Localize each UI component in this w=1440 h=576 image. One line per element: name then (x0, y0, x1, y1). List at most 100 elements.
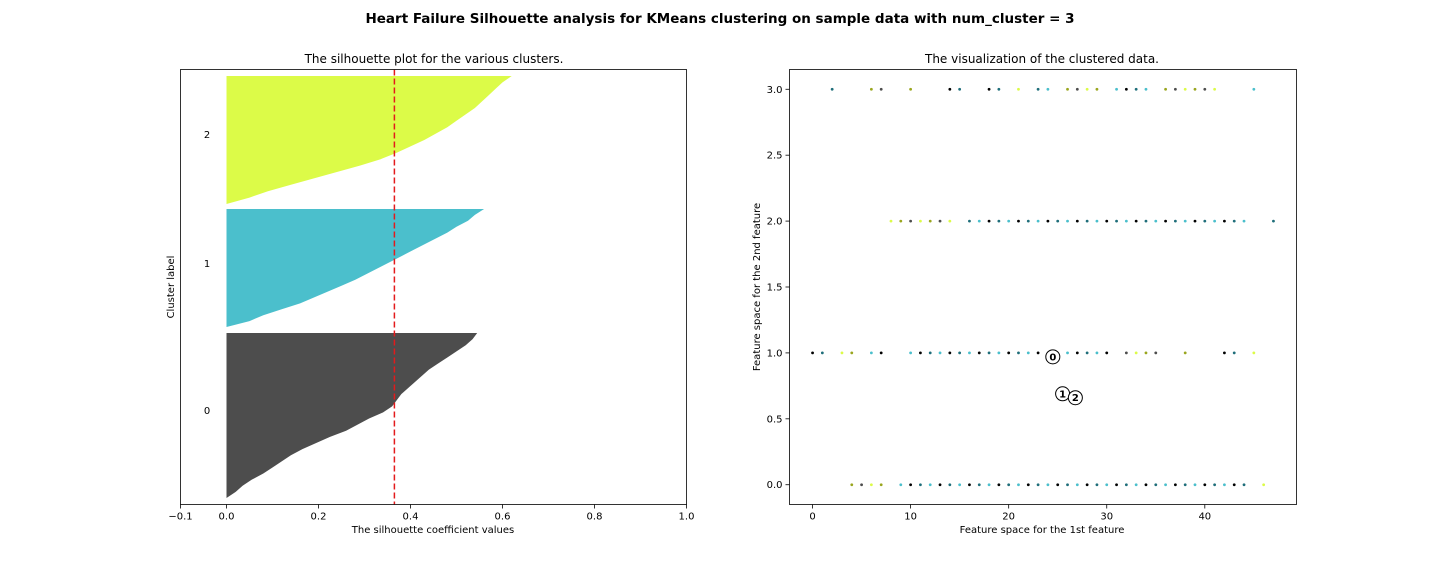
scatter-point (1154, 219, 1158, 223)
cluster-centers: 0 1 2 (1045, 349, 1083, 406)
scatter-x-tick-label: 0 (809, 512, 815, 523)
silhouette-fill-cluster-2 (220, 76, 512, 204)
cluster-center-label-2: 2 (1072, 393, 1079, 404)
silhouette-x-axis-label: The silhouette coefficient values (351, 525, 515, 536)
cluster-scatter-panel: The visualization of the clustered data.… (752, 52, 1297, 536)
scatter-point (1105, 483, 1109, 487)
scatter-point (1036, 483, 1040, 487)
silhouette-plot-frame (180, 69, 687, 505)
cluster-center-label-1: 1 (1059, 389, 1066, 400)
scatter-point (1066, 219, 1069, 223)
scatter-point (1007, 219, 1011, 223)
silhouette-x-tick-label: 0.8 (587, 512, 603, 523)
scatter-point (1017, 483, 1020, 487)
silhouette-plot-panel: The silhouette plot for the various clus… (166, 52, 694, 536)
scatter-point (977, 483, 981, 487)
scatter-point (1085, 483, 1089, 487)
scatter-point (1046, 87, 1050, 91)
scatter-point (958, 483, 962, 487)
scatter-point (1056, 483, 1060, 487)
scatter-point (1242, 219, 1246, 223)
silhouette-fills (220, 76, 512, 498)
scatter-point (1213, 483, 1217, 487)
cluster-labels: 0 1 2 (204, 130, 210, 417)
scatter-plot-frame (789, 69, 1297, 505)
cluster-label-2: 2 (204, 130, 210, 141)
scatter-point (1173, 87, 1177, 91)
scatter-point (1223, 351, 1226, 355)
scatter-y-tick-label: 2.0 (767, 217, 783, 228)
silhouette-fill-cluster-1 (220, 209, 485, 327)
scatter-point (958, 351, 962, 355)
scatter-point (1075, 219, 1079, 223)
scatter-plot-title: The visualization of the clustered data. (924, 52, 1159, 66)
scatter-point (1134, 483, 1138, 487)
scatter-point (1017, 351, 1020, 355)
scatter-point (928, 219, 932, 223)
scatter-point (850, 351, 854, 355)
scatter-point (1193, 219, 1197, 223)
scatter-point (1144, 87, 1148, 91)
scatter-x-tick-label: 10 (904, 512, 917, 523)
scatter-point (1203, 87, 1207, 91)
scatter-point (1026, 219, 1030, 223)
scatter-point (1134, 351, 1138, 355)
scatter-point (1193, 87, 1197, 91)
scatter-point (948, 87, 952, 91)
scatter-point (1007, 351, 1011, 355)
scatter-point (869, 87, 873, 91)
scatter-point (1105, 351, 1109, 355)
scatter-point (1056, 219, 1060, 223)
scatter-point (1026, 351, 1030, 355)
scatter-point (968, 219, 971, 223)
scatter-point (1183, 219, 1187, 223)
scatter-point (1272, 219, 1275, 223)
scatter-point (1085, 219, 1089, 223)
scatter-point (1213, 87, 1217, 91)
scatter-point (1115, 483, 1118, 487)
scatter-point (1046, 219, 1050, 223)
scatter-point (909, 483, 913, 487)
scatter-point (879, 87, 883, 91)
scatter-point (1075, 87, 1079, 91)
scatter-point (987, 219, 991, 223)
cluster-label-0: 0 (204, 406, 210, 417)
scatter-point (1124, 483, 1128, 487)
scatter-point (1075, 351, 1079, 355)
scatter-points (811, 87, 1275, 487)
scatter-point (1017, 219, 1020, 223)
scatter-y-tick-label: 0.5 (767, 414, 783, 425)
scatter-point (1095, 87, 1099, 91)
scatter-point (948, 351, 952, 355)
scatter-point (1252, 87, 1256, 91)
scatter-point (820, 351, 824, 355)
scatter-point (1262, 483, 1266, 487)
scatter-point (919, 483, 922, 487)
cluster-label-1: 1 (204, 259, 210, 270)
scatter-point (1124, 351, 1128, 355)
silhouette-x-tick-label: 0.0 (219, 512, 235, 523)
scatter-point (869, 351, 873, 355)
scatter-point (997, 87, 1001, 91)
silhouette-x-ticks: −0.1 0.0 0.2 0.4 0.6 0.8 1.0 (168, 504, 694, 523)
scatter-point (1095, 351, 1099, 355)
scatter-point (938, 219, 942, 223)
scatter-point (840, 351, 844, 355)
scatter-point (909, 219, 913, 223)
scatter-point (1183, 351, 1187, 355)
cluster-center-label-0: 0 (1049, 352, 1056, 363)
scatter-point (1164, 483, 1167, 487)
scatter-y-axis-label: Feature space for the 2nd feature (752, 203, 763, 371)
scatter-point (1036, 351, 1040, 355)
silhouette-y-axis-label: Cluster label (166, 256, 177, 319)
scatter-point (1173, 483, 1177, 487)
scatter-point (1036, 219, 1040, 223)
scatter-point (968, 483, 971, 487)
scatter-point (997, 483, 1001, 487)
scatter-point (1124, 219, 1128, 223)
scatter-point (1223, 219, 1226, 223)
scatter-point (948, 483, 952, 487)
scatter-point (1183, 87, 1187, 91)
scatter-point (1223, 483, 1226, 487)
scatter-point (1007, 483, 1011, 487)
